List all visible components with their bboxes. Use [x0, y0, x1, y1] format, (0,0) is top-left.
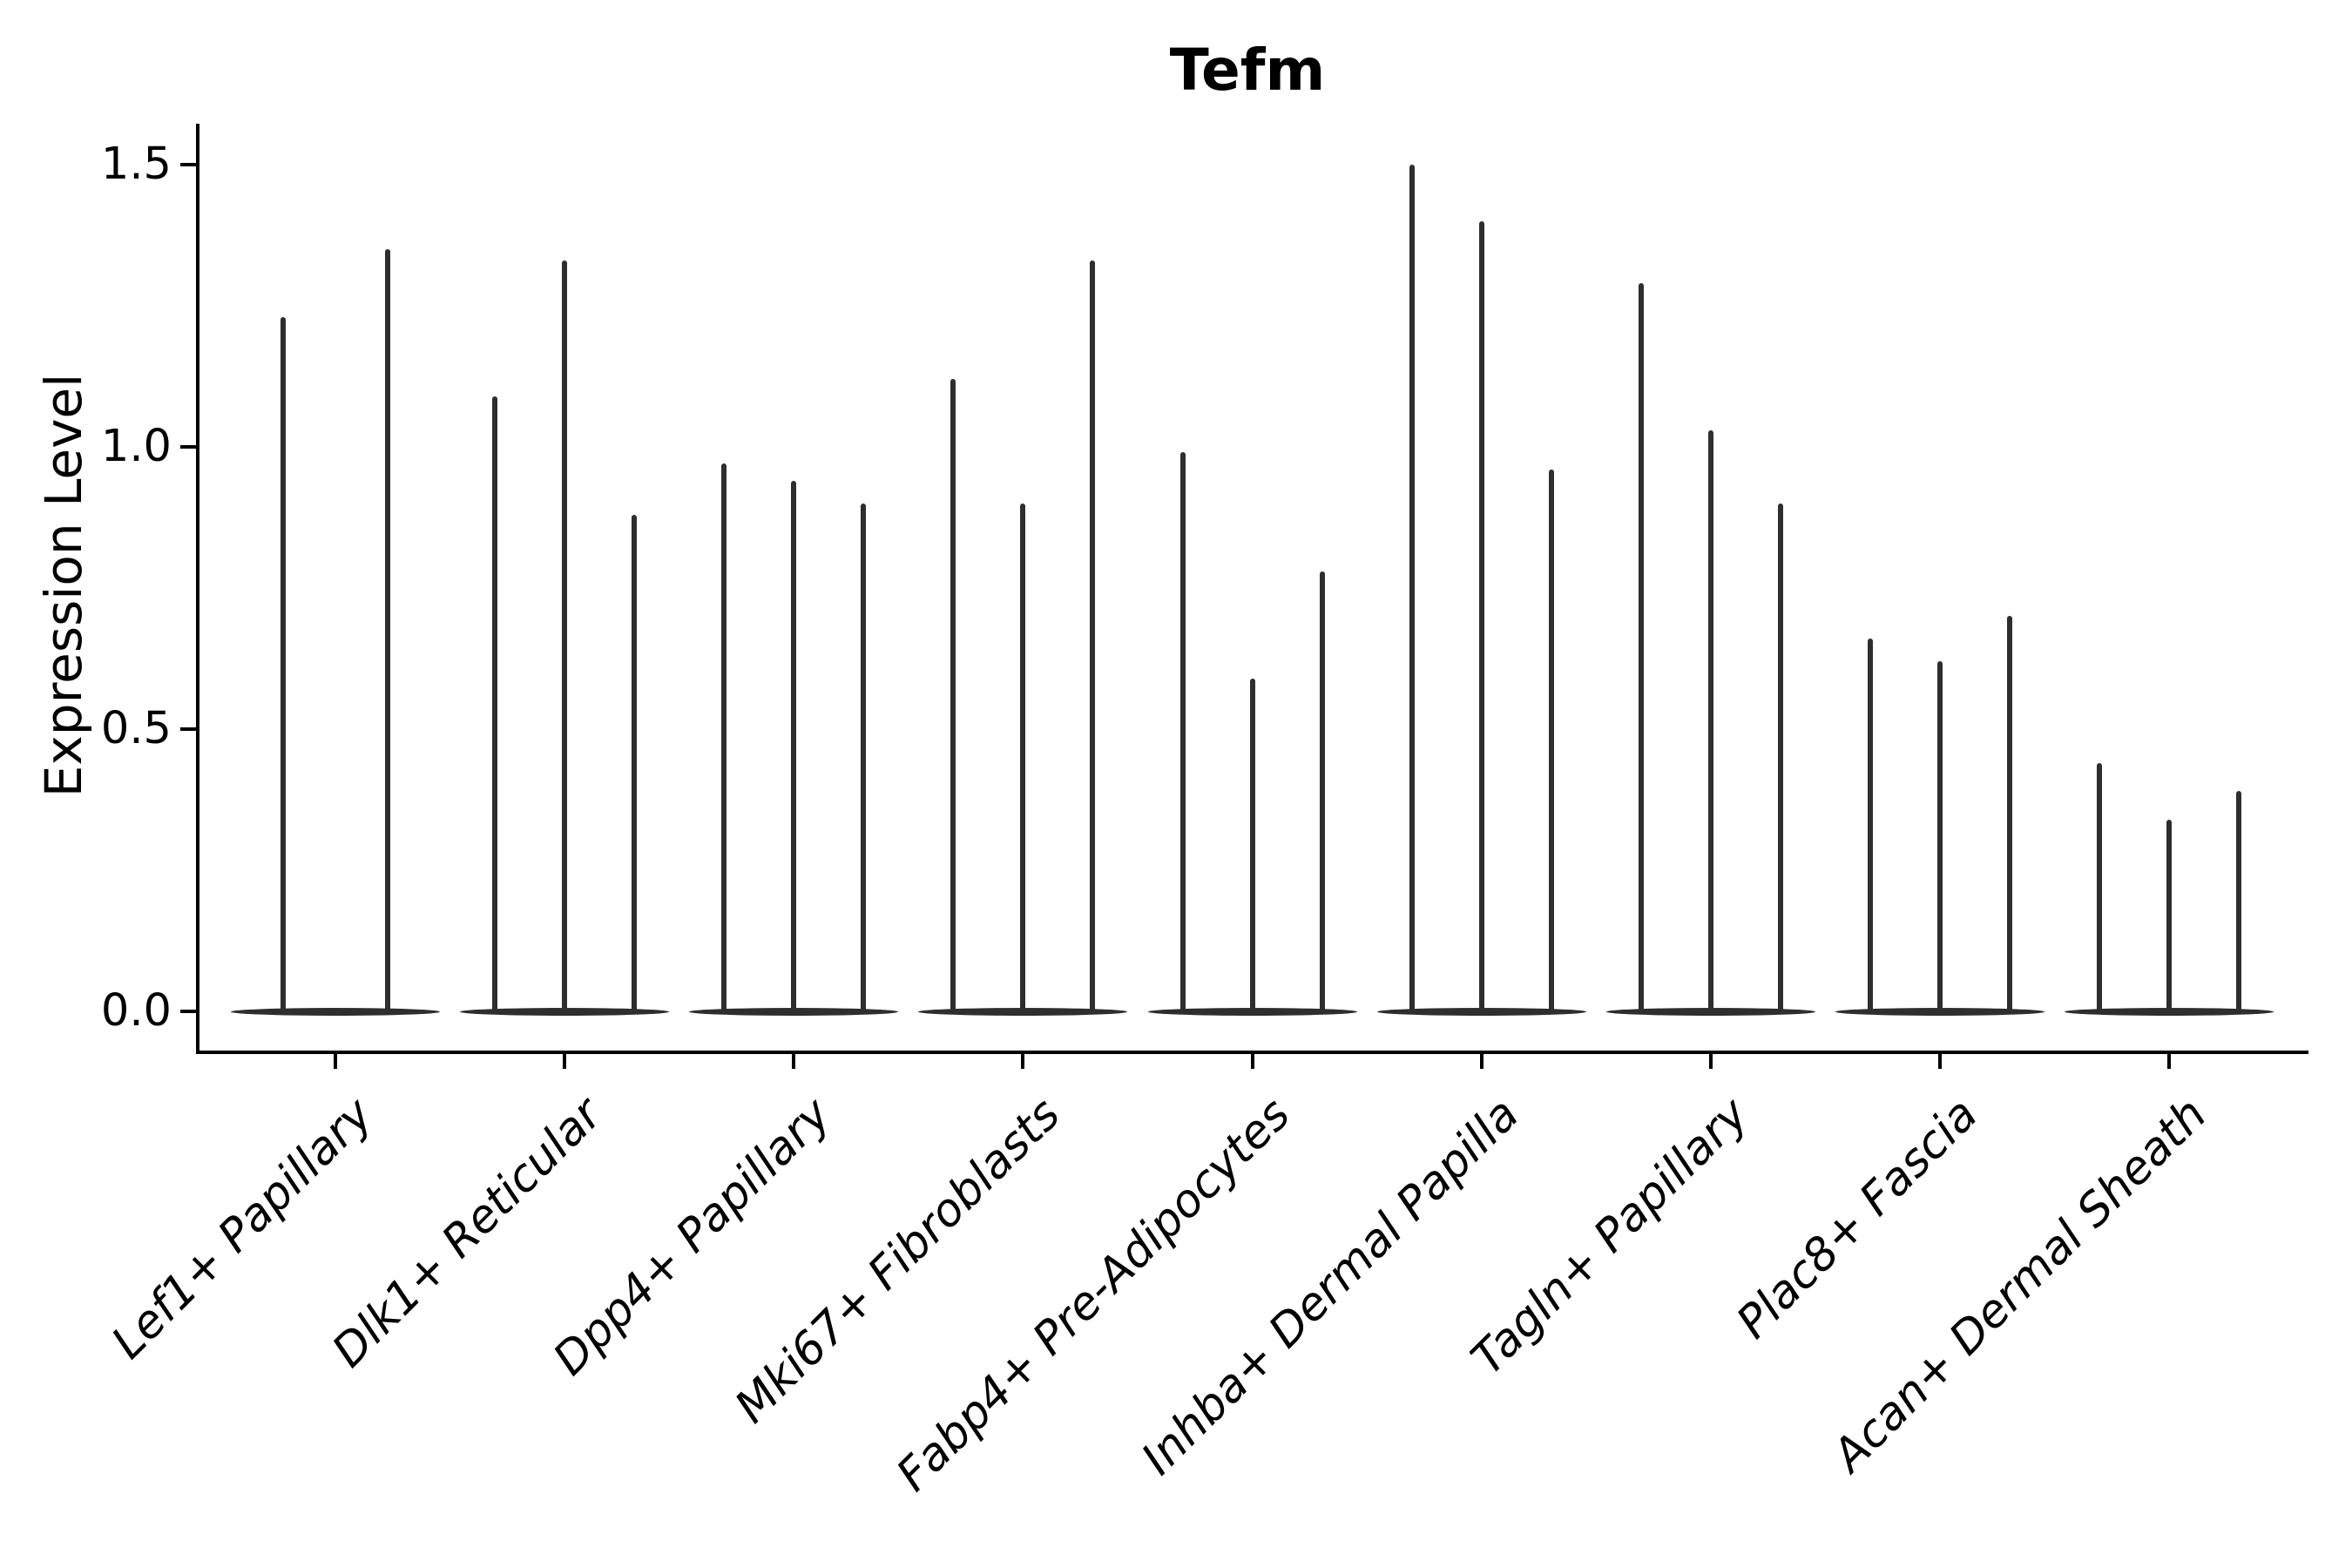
y-tick-mark	[180, 163, 196, 166]
plot-title: Tefm	[1169, 37, 1326, 104]
violin-spike	[1549, 470, 1554, 1014]
y-tick-label: 1.5	[100, 139, 172, 190]
violin-spike	[721, 463, 727, 1014]
violin-spike	[1020, 504, 1025, 1014]
violin-base	[231, 1008, 440, 1016]
x-tick-mark	[2167, 1054, 2171, 1069]
violin-spike	[950, 379, 956, 1014]
x-tick-label: Plac8+ Fascia	[1727, 1088, 1988, 1349]
y-tick-label: 1.0	[100, 421, 172, 472]
x-tick-label: Inhba+ Dermal Papilla	[1132, 1088, 1530, 1485]
violin-spike	[1180, 452, 1186, 1014]
violin-spike	[1479, 221, 1484, 1014]
x-tick-mark	[563, 1054, 566, 1069]
x-tick-mark	[1251, 1054, 1254, 1069]
violin-spike	[861, 504, 866, 1014]
violin-spike	[1409, 165, 1415, 1014]
x-tick-mark	[1480, 1054, 1484, 1069]
y-tick-label: 0.5	[100, 703, 172, 754]
violin-spike	[2097, 763, 2102, 1014]
violin-spike	[1320, 571, 1325, 1014]
violin-spike	[280, 317, 286, 1014]
y-tick-mark	[180, 445, 196, 449]
violin-spike	[2236, 791, 2241, 1014]
x-axis-spine	[196, 1051, 2308, 1054]
violin-spike	[791, 481, 796, 1014]
violin-spike	[1250, 679, 1255, 1014]
x-tick-mark	[1709, 1054, 1713, 1069]
y-tick-mark	[180, 727, 196, 731]
x-tick-mark	[334, 1054, 337, 1069]
violin-spike	[1708, 430, 1713, 1014]
violin-spike	[562, 260, 567, 1014]
violin-spike	[1937, 661, 1943, 1014]
y-tick-mark	[180, 1010, 196, 1013]
violin-spike	[385, 249, 390, 1014]
violin-spike	[1639, 283, 1644, 1014]
x-tick-mark	[1021, 1054, 1024, 1069]
violin-spike	[632, 515, 637, 1014]
violin-spike	[1090, 260, 1095, 1014]
x-tick-label: Fabp4+ Pre-Adipocytes	[887, 1088, 1301, 1502]
x-tick-label: Acan+ Dermal Sheath	[1822, 1088, 2217, 1483]
violin-spike	[1868, 639, 1873, 1014]
y-axis-spine	[196, 124, 199, 1054]
violin-spike	[2007, 616, 2012, 1014]
x-tick-mark	[792, 1054, 795, 1069]
x-tick-mark	[1938, 1054, 1942, 1069]
violin-spike	[2166, 820, 2172, 1014]
violin-spike	[1778, 504, 1783, 1014]
violin-spike	[492, 396, 497, 1014]
y-tick-label: 0.0	[100, 985, 172, 1037]
